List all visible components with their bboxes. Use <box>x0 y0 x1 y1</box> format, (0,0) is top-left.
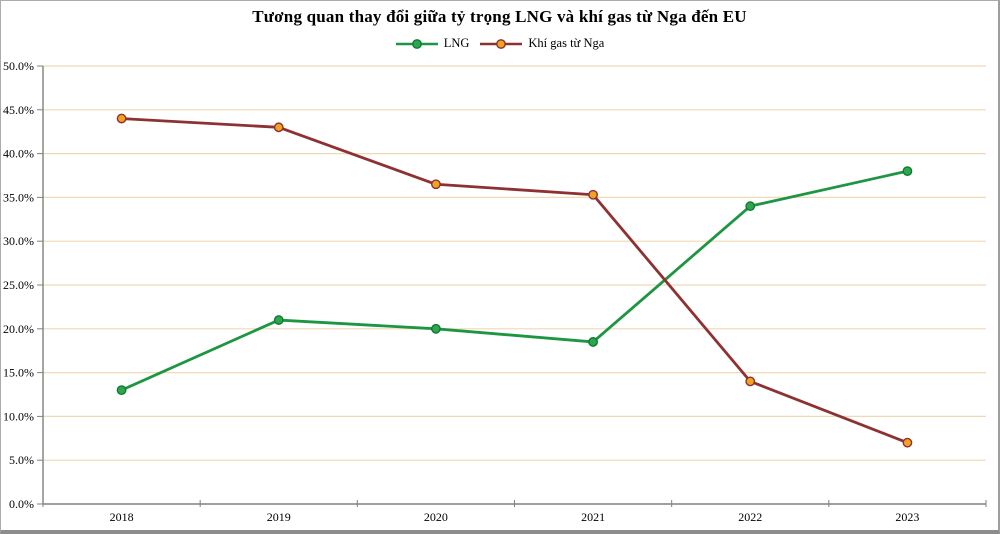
x-tick-label: 2020 <box>424 510 448 524</box>
khi-gas-data-point <box>588 189 598 200</box>
y-tick-label: 5.0% <box>9 453 34 467</box>
chart-title: Tương quan thay đổi giữa tỷ trọng LNG và… <box>252 7 747 26</box>
legend-label-lng: LNG <box>443 36 470 50</box>
x-tick-label: 2022 <box>738 510 762 524</box>
khi-gas-data-point <box>902 437 913 448</box>
lng-data-point <box>902 166 913 177</box>
khi-gas-data-point <box>745 376 756 387</box>
legend: LNG Khí gas từ Nga <box>1 36 998 51</box>
lng-line <box>120 169 909 392</box>
lng-data-point <box>745 201 756 212</box>
lng-data-point <box>431 323 441 334</box>
legend-item-lng: LNG <box>395 36 470 51</box>
legend-item-khi-gas: Khí gas từ Nga <box>479 36 604 51</box>
lng-data-point <box>273 315 284 325</box>
y-tick-label: 30.0% <box>3 234 34 248</box>
khi-gas-legend-marker-icon <box>480 38 523 49</box>
y-tick-label: 35.0% <box>3 190 34 204</box>
x-tick-label: 2019 <box>267 510 291 524</box>
y-tick-label: 0.0% <box>9 497 34 511</box>
lng-data-point <box>116 385 127 396</box>
khi-gas-line <box>120 117 909 445</box>
lng-data-point <box>588 337 598 347</box>
khi-gas-data-point <box>273 122 284 133</box>
y-tick-label: 25.0% <box>3 278 34 292</box>
x-tick-label: 2023 <box>895 510 919 524</box>
y-tick-label: 10.0% <box>3 409 34 423</box>
legend-label-khi-gas: Khí gas từ Nga <box>528 36 605 50</box>
x-tick-label: 2018 <box>110 510 134 524</box>
y-tick-label: 50.0% <box>3 59 34 73</box>
x-tick-label: 2021 <box>581 510 605 524</box>
khi-gas-data-point <box>116 113 127 124</box>
y-tick-label: 40.0% <box>3 147 34 161</box>
khi-gas-data-point <box>431 179 441 190</box>
y-tick-label: 15.0% <box>3 366 34 380</box>
y-tick-label: 20.0% <box>3 322 34 336</box>
lng-legend-marker-icon <box>395 38 438 49</box>
y-tick-label: 45.0% <box>3 103 34 117</box>
